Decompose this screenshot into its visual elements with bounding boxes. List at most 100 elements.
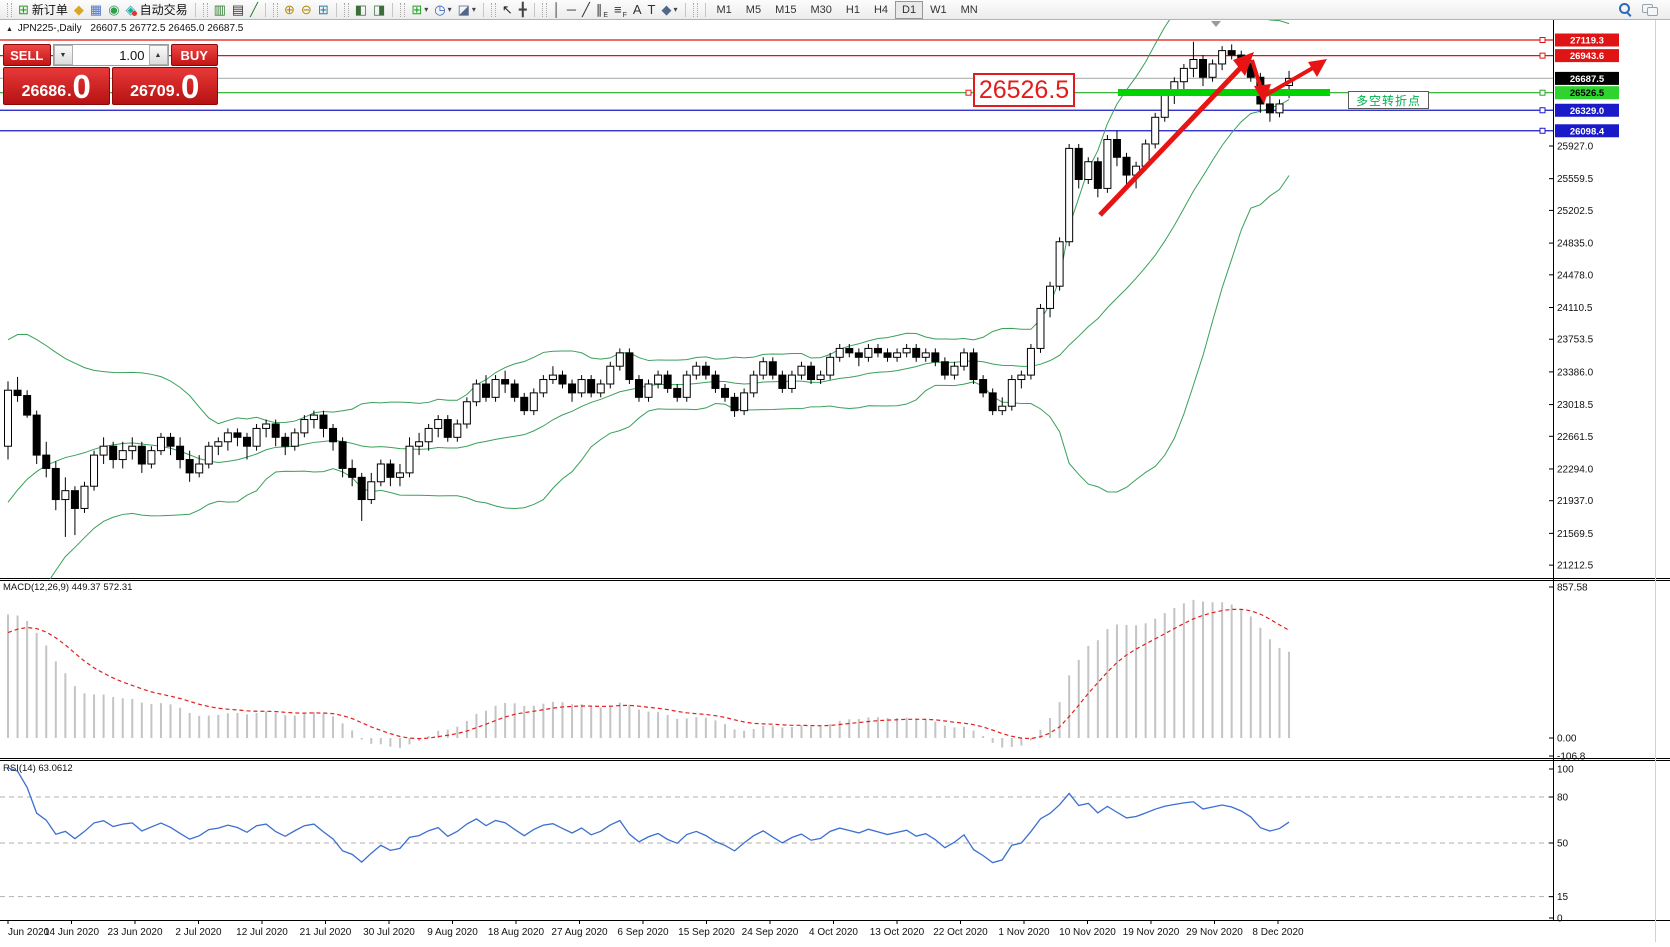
svg-text:26098.4: 26098.4 <box>1570 126 1605 137</box>
cursor-button[interactable]: ↖ <box>499 1 516 19</box>
equidistant-channel-button[interactable]: ∥ E <box>593 1 611 19</box>
timeframe-m1-button[interactable]: M1 <box>716 3 732 16</box>
crosshair-icon: ╋ <box>518 1 527 17</box>
text-button[interactable]: A <box>630 1 645 19</box>
chart-shift-button[interactable]: ◨ <box>370 1 388 19</box>
svg-text:-106.8: -106.8 <box>1557 752 1586 763</box>
toolbar-grip[interactable] <box>541 2 547 17</box>
chart-canvas[interactable]: 25927.0 25559.5 25202.5 24835.0 24478.0 24110… <box>0 20 1670 942</box>
dropdown-caret-icon: ▾ <box>447 5 452 14</box>
svg-text:13 Oct 2020: 13 Oct 2020 <box>870 927 925 938</box>
symbol-triangle-icon: ▲ <box>6 26 13 33</box>
auto-scroll-button[interactable]: ◧ <box>352 1 370 19</box>
svg-text:21937.0: 21937.0 <box>1557 496 1594 507</box>
market-watch-icon[interactable]: ◆ <box>71 1 87 19</box>
chat-icon[interactable] <box>1642 3 1658 16</box>
horizontal-level-lines[interactable] <box>0 39 1553 132</box>
period-clock-icon: ◷ <box>434 1 446 17</box>
svg-text:14 Jun 2020: 14 Jun 2020 <box>44 927 99 938</box>
window-edge-divider <box>1655 20 1656 942</box>
data-window-icon[interactable]: ▦ <box>87 1 105 19</box>
svg-text:23018.5: 23018.5 <box>1557 400 1594 411</box>
buy-button[interactable]: BUY <box>170 44 218 66</box>
arrows-dropdown[interactable]: ◆ ▾ <box>658 1 680 19</box>
timeframe-m15-button[interactable]: M15 <box>775 3 797 16</box>
tile-windows-button[interactable]: ⊞ <box>315 1 332 19</box>
toolbar-grip[interactable] <box>202 2 208 17</box>
auto-scroll-icon: ◧ <box>354 1 368 17</box>
zoom-in-button[interactable]: ⊕ <box>281 1 298 19</box>
indicator-labels: MACD(12,26,9) 449.37 572.31 RSI(14) 63.06… <box>3 582 132 774</box>
svg-text:4 Oct 2020: 4 Oct 2020 <box>809 927 858 938</box>
new-order-icon: ⊞ <box>18 1 29 17</box>
bar-chart-icon: ▥ <box>213 1 226 17</box>
toolbar-grip[interactable] <box>692 2 698 17</box>
chart-symbol-period: JPN225-,Daily <box>17 23 82 34</box>
timeframe-h1-button[interactable]: H1 <box>845 3 860 16</box>
toolbar-grip[interactable] <box>273 2 278 17</box>
sell-price-big-digit: 0 <box>72 68 91 105</box>
period-clock-dropdown[interactable]: ◷ ▾ <box>431 1 454 19</box>
sell-button[interactable]: SELL <box>3 44 51 66</box>
svg-text:22661.5: 22661.5 <box>1557 432 1594 443</box>
pivot-note-label[interactable]: 多空转折点 <box>1348 91 1429 109</box>
price-callout-box[interactable]: 26526.5 <box>973 73 1075 107</box>
trendline-button[interactable]: ╱ <box>579 1 593 19</box>
volume-input[interactable]: 1.00 <box>119 47 145 63</box>
dropdown-caret-icon: ▾ <box>673 5 678 14</box>
trend-arrows[interactable] <box>1098 52 1327 217</box>
new-chart-dropdown[interactable]: ⊞ ▾ <box>408 1 431 19</box>
toolbar-grip[interactable] <box>490 2 496 17</box>
vertical-line-button[interactable]: │ <box>550 1 564 19</box>
horizontal-line-button[interactable]: ─ <box>564 1 579 19</box>
timeframe-w1-button[interactable]: W1 <box>930 3 947 16</box>
crosshair-button[interactable]: ╋ <box>516 1 530 19</box>
volume-increase-button[interactable]: ▲ <box>148 45 168 65</box>
line-chart-button[interactable]: ╱ <box>247 1 261 19</box>
autotrade-button[interactable]: ◈ 自动交易 <box>123 1 191 19</box>
main-toolbar: ⊞ 新订单 ◆ ▦ ◉ ◈ 自动交易 ▥ ▤ ╱ ⊕ ⊖ ⊞ ◧ ◨ ⊞ ▾ ◷ ▾ ◪ ▾ ↖ ╋ │ ─ ╱ ∥ E ≡ F A T ◆ ▾ M… <box>0 0 1670 20</box>
buy-price-main: 26709 <box>130 83 175 100</box>
tile-windows-icon: ⊞ <box>317 1 329 17</box>
toolbar-grip[interactable] <box>7 2 12 17</box>
autotrade-button-label: 自动交易 <box>139 3 188 17</box>
buy-price-dot: . <box>175 83 181 100</box>
price-axis[interactable]: 25927.0 25559.5 25202.5 24835.0 24478.0 24110… <box>1549 142 1594 925</box>
svg-text:12 Jul 2020: 12 Jul 2020 <box>236 927 288 938</box>
timeframe-m30-button[interactable]: M30 <box>810 3 832 16</box>
timeframe-h4-button[interactable]: H4 <box>873 3 888 16</box>
templates-dropdown[interactable]: ◪ ▾ <box>455 1 479 19</box>
timeframe-mn-button[interactable]: MN <box>960 3 978 16</box>
text-label-button[interactable]: T <box>645 1 659 19</box>
svg-text:24110.5: 24110.5 <box>1557 303 1593 314</box>
svg-text:80: 80 <box>1557 793 1569 804</box>
buy-price-display[interactable]: 26709. 0 <box>111 67 218 105</box>
fibonacci-button[interactable]: ≡ F <box>611 1 630 19</box>
bar-chart-button[interactable]: ▥ <box>211 1 229 19</box>
timeframe-m5-button[interactable]: M5 <box>745 3 762 16</box>
text-label-icon: T <box>647 1 656 17</box>
line-chart-icon: ╱ <box>250 1 258 17</box>
svg-text:8 Dec 2020: 8 Dec 2020 <box>1252 927 1304 938</box>
new-order-button-label: 新订单 <box>31 3 68 17</box>
sell-price-main: 26686 <box>21 83 67 100</box>
timeframe-d1-button[interactable]: D1 <box>895 0 924 19</box>
community-icon[interactable]: ◉ <box>105 1 122 19</box>
sell-price-display[interactable]: 26686. 0 <box>3 67 110 105</box>
svg-text:9 Aug 2020: 9 Aug 2020 <box>427 927 478 938</box>
candlestick-chart-button[interactable]: ▤ <box>229 1 247 19</box>
svg-text:26687.5: 26687.5 <box>1570 74 1605 85</box>
toolbar-grip[interactable] <box>343 2 349 17</box>
svg-text:0.00: 0.00 <box>1557 734 1577 745</box>
zoom-out-button[interactable]: ⊖ <box>298 1 315 19</box>
toolbar-grip[interactable] <box>400 2 406 17</box>
svg-text:21 Jul 2020: 21 Jul 2020 <box>300 927 352 938</box>
search-icon[interactable] <box>1619 3 1632 16</box>
volume-decrease-button[interactable]: ▼ <box>53 45 73 65</box>
new-order-button[interactable]: ⊞ 新订单 <box>15 1 71 19</box>
buy-price-big-digit: 0 <box>181 68 200 105</box>
community-icon-icon: ◉ <box>108 1 120 17</box>
svg-text:24478.0: 24478.0 <box>1557 270 1594 281</box>
drawn-objects[interactable] <box>965 21 1546 134</box>
